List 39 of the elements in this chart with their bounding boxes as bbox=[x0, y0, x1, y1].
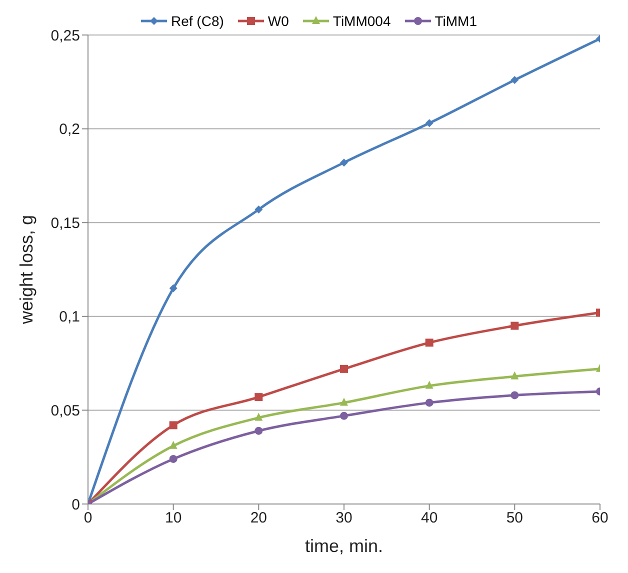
x-tick-label: 60 bbox=[592, 510, 608, 527]
point bbox=[425, 119, 434, 128]
x-tick-label: 0 bbox=[84, 510, 92, 527]
y-tick-label: 0,15 bbox=[50, 214, 80, 232]
point bbox=[254, 426, 263, 435]
point bbox=[425, 380, 434, 389]
point bbox=[254, 412, 263, 421]
y-axis-title: weight loss, g bbox=[16, 214, 36, 326]
y-tick-label: 0,25 bbox=[50, 27, 80, 44]
point bbox=[510, 371, 519, 380]
legend-label: Ref (C8) bbox=[170, 13, 224, 29]
y-tick-label: 0 bbox=[72, 496, 80, 514]
point bbox=[254, 205, 263, 214]
y-tick-label: 0,05 bbox=[50, 402, 80, 420]
x-tick-label: 10 bbox=[164, 510, 182, 527]
point bbox=[340, 158, 348, 167]
point bbox=[340, 364, 348, 373]
legend-label: TiMM004 bbox=[332, 13, 391, 29]
point bbox=[425, 338, 434, 347]
point bbox=[254, 393, 263, 402]
legend-label: TiMM1 bbox=[434, 13, 477, 29]
x-tick-label: 20 bbox=[250, 510, 268, 527]
point bbox=[510, 76, 519, 84]
point bbox=[425, 398, 434, 407]
point bbox=[169, 440, 178, 449]
y-tick-label: 0,1 bbox=[59, 308, 80, 326]
legend-label: W0 bbox=[266, 13, 289, 29]
point bbox=[340, 398, 348, 406]
x-axis-title: time, min. bbox=[304, 536, 384, 556]
point bbox=[169, 284, 178, 292]
point bbox=[510, 391, 519, 400]
y-tick-label: 0,2 bbox=[59, 121, 80, 138]
point bbox=[169, 454, 178, 463]
point bbox=[169, 421, 178, 430]
point bbox=[340, 412, 348, 420]
point bbox=[510, 322, 519, 330]
x-tick-label: 40 bbox=[420, 510, 438, 527]
x-tick-label: 30 bbox=[336, 510, 352, 527]
x-tick-label: 50 bbox=[506, 510, 524, 527]
